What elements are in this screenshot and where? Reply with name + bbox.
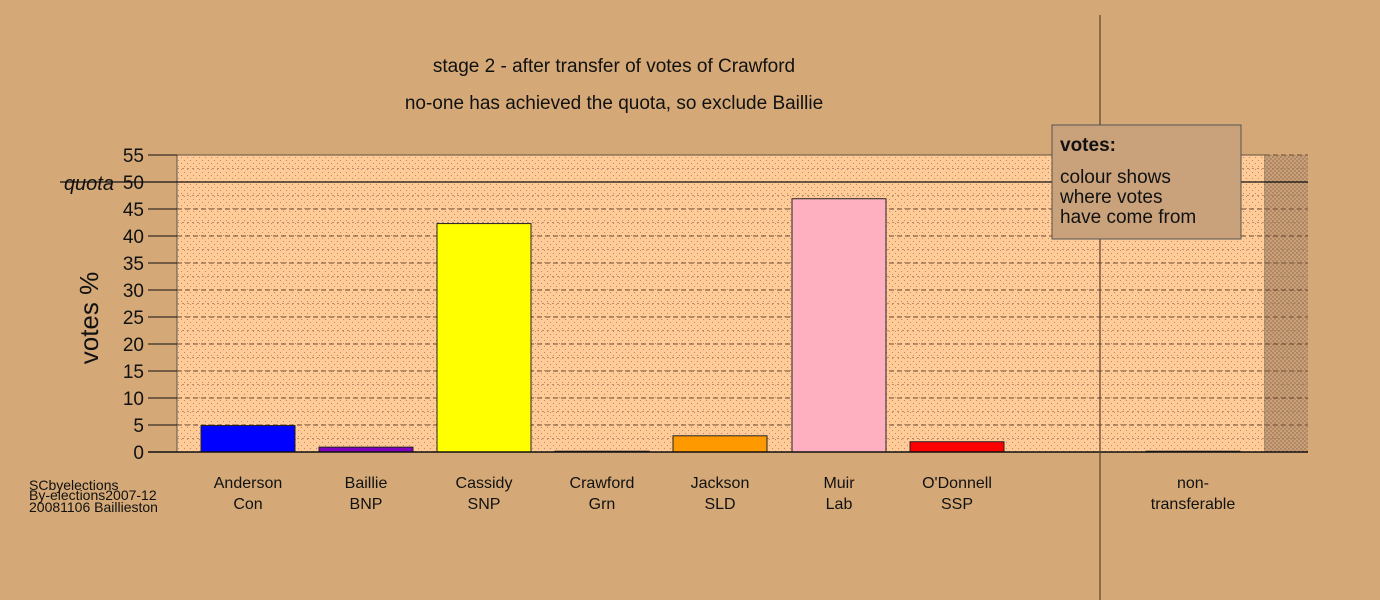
legend-box <box>1051 124 1242 240</box>
legend-line-1: colour shows <box>1060 167 1171 188</box>
y-tick-label: 50 <box>123 173 144 194</box>
category-party-label: SSP <box>941 496 973 513</box>
y-tick-label: 25 <box>123 308 144 329</box>
y-tick-label: 20 <box>123 335 144 356</box>
legend-line-3: have come from <box>1060 207 1196 228</box>
category-party-label: transferable <box>1151 496 1236 513</box>
bar-muir <box>791 198 887 453</box>
bars <box>200 198 1241 453</box>
bar-jackson <box>672 435 768 453</box>
legend-title: votes: <box>1060 135 1116 156</box>
y-tick-label: 0 <box>133 443 144 464</box>
y-tick-label: 35 <box>123 254 144 275</box>
category-party-label: BNP <box>350 496 383 513</box>
y-tick-label: 40 <box>123 227 144 248</box>
category-label: Anderson <box>214 475 283 492</box>
y-tick-label: 5 <box>133 416 144 437</box>
category-label: Muir <box>823 475 855 492</box>
credit-line-2: By-elections2007-12 <box>29 487 157 503</box>
category-party-label: SLD <box>704 496 735 513</box>
credit-line-3: 20081106 Baillieston <box>29 499 158 515</box>
bar-cassidy <box>436 223 532 453</box>
legend: votes: colour shows where votes have com… <box>1051 124 1242 240</box>
legend-line-2: where votes <box>1059 187 1162 208</box>
category-party-label: Con <box>233 496 262 513</box>
plot-area-nontransferable <box>1265 155 1308 452</box>
bar-o-donnell <box>909 441 1005 453</box>
bar-anderson <box>200 425 296 453</box>
chart-subtitle: no-one has achieved the quota, so exclud… <box>405 93 823 114</box>
category-label: Crawford <box>570 475 635 492</box>
category-label: Baillie <box>345 475 388 492</box>
y-tick-labels: 0 5 10 15 20 25 30 35 40 45 50 55 <box>123 146 177 464</box>
y-tick-label: 10 <box>123 389 144 410</box>
quota-label: quota <box>64 173 114 195</box>
category-label: Jackson <box>691 475 750 492</box>
y-axis-label: votes % <box>74 272 104 365</box>
category-party-label: Grn <box>589 496 616 513</box>
category-party-label: Lab <box>826 496 853 513</box>
y-tick-label: 15 <box>123 362 144 383</box>
y-tick-label: 55 <box>123 146 144 167</box>
category-label: Cassidy <box>456 475 513 492</box>
y-tick-label: 30 <box>123 281 144 302</box>
chart-title: stage 2 - after transfer of votes of Cra… <box>433 56 795 77</box>
category-label: non- <box>1177 475 1209 492</box>
credits: SCbyelections By-elections2007-12 200811… <box>29 477 158 515</box>
y-tick-label: 45 <box>123 200 144 221</box>
credit-line-1: SCbyelections <box>29 477 119 493</box>
category-label: O'Donnell <box>922 475 992 492</box>
category-party-label: SNP <box>468 496 501 513</box>
category-labels: Anderson Con Baillie BNP Cassidy SNP Crawford G… <box>214 475 1236 513</box>
